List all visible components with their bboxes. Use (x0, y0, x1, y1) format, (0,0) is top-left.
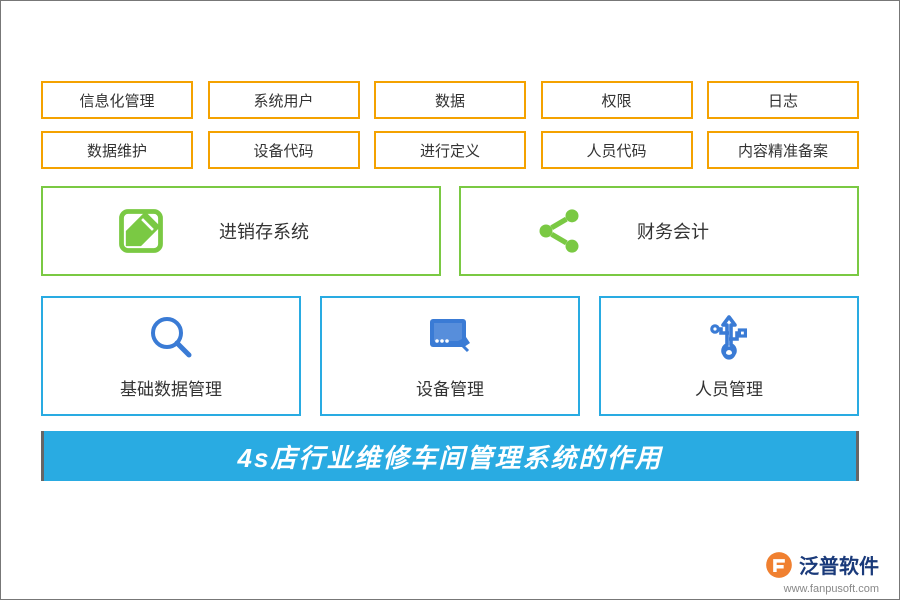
pill-label: 内容精准备案 (738, 140, 828, 161)
pill-label: 人员代码 (586, 140, 646, 161)
pill-define: 进行定义 (374, 131, 526, 169)
card-label: 基础数据管理 (120, 375, 222, 400)
pill-label: 信息化管理 (79, 90, 154, 111)
card-label: 进销存系统 (219, 218, 309, 244)
device-icon (426, 313, 474, 361)
card-finance: 财务会计 (459, 186, 859, 276)
row-orange-2: 数据维护 设备代码 进行定义 人员代码 内容精准备案 (41, 131, 859, 169)
card-inventory: 进销存系统 (41, 186, 441, 276)
card-label: 设备管理 (416, 375, 484, 400)
pill-label: 设备代码 (253, 140, 313, 161)
pill-data-maint: 数据维护 (41, 131, 193, 169)
share-icon (531, 205, 587, 257)
row-green: 进销存系统 财务会计 (41, 186, 859, 276)
card-label: 人员管理 (695, 375, 763, 400)
search-icon (147, 313, 195, 361)
row-orange-1: 信息化管理 系统用户 数据 权限 日志 (41, 81, 859, 119)
pill-device-code: 设备代码 (208, 131, 360, 169)
title-bar: 4s店行业维修车间管理系统的作用 (41, 431, 859, 481)
card-basic-data: 基础数据管理 (41, 296, 301, 416)
footer-logo: 泛普软件 (765, 550, 879, 579)
diagram-canvas: 泛普软件 信息化管理 系统用户 数据 权限 日志 数据维护 设备代码 进行定义 … (0, 0, 900, 600)
pill-data: 数据 (374, 81, 526, 119)
row-blue: 基础数据管理 设备管理 人员管理 (41, 296, 859, 416)
pill-content-record: 内容精准备案 (707, 131, 859, 169)
pill-label: 数据 (435, 90, 465, 111)
card-person-mgmt: 人员管理 (599, 296, 859, 416)
edit-icon (113, 205, 169, 257)
logo-icon (765, 551, 793, 579)
usb-icon (705, 313, 753, 361)
brand-text: 泛普软件 (799, 550, 879, 579)
footer-url: www.fanpusoft.com (784, 583, 879, 595)
pill-sys-user: 系统用户 (208, 81, 360, 119)
title-text: 4s店行业维修车间管理系统的作用 (238, 438, 663, 475)
card-device-mgmt: 设备管理 (320, 296, 580, 416)
pill-label: 日志 (768, 90, 798, 111)
pill-log: 日志 (707, 81, 859, 119)
pill-permission: 权限 (541, 81, 693, 119)
pill-info-mgmt: 信息化管理 (41, 81, 193, 119)
pill-label: 数据维护 (87, 140, 147, 161)
pill-person-code: 人员代码 (541, 131, 693, 169)
pill-label: 权限 (601, 90, 631, 111)
pill-label: 系统用户 (253, 90, 313, 111)
card-label: 财务会计 (637, 218, 709, 244)
pill-label: 进行定义 (420, 140, 480, 161)
